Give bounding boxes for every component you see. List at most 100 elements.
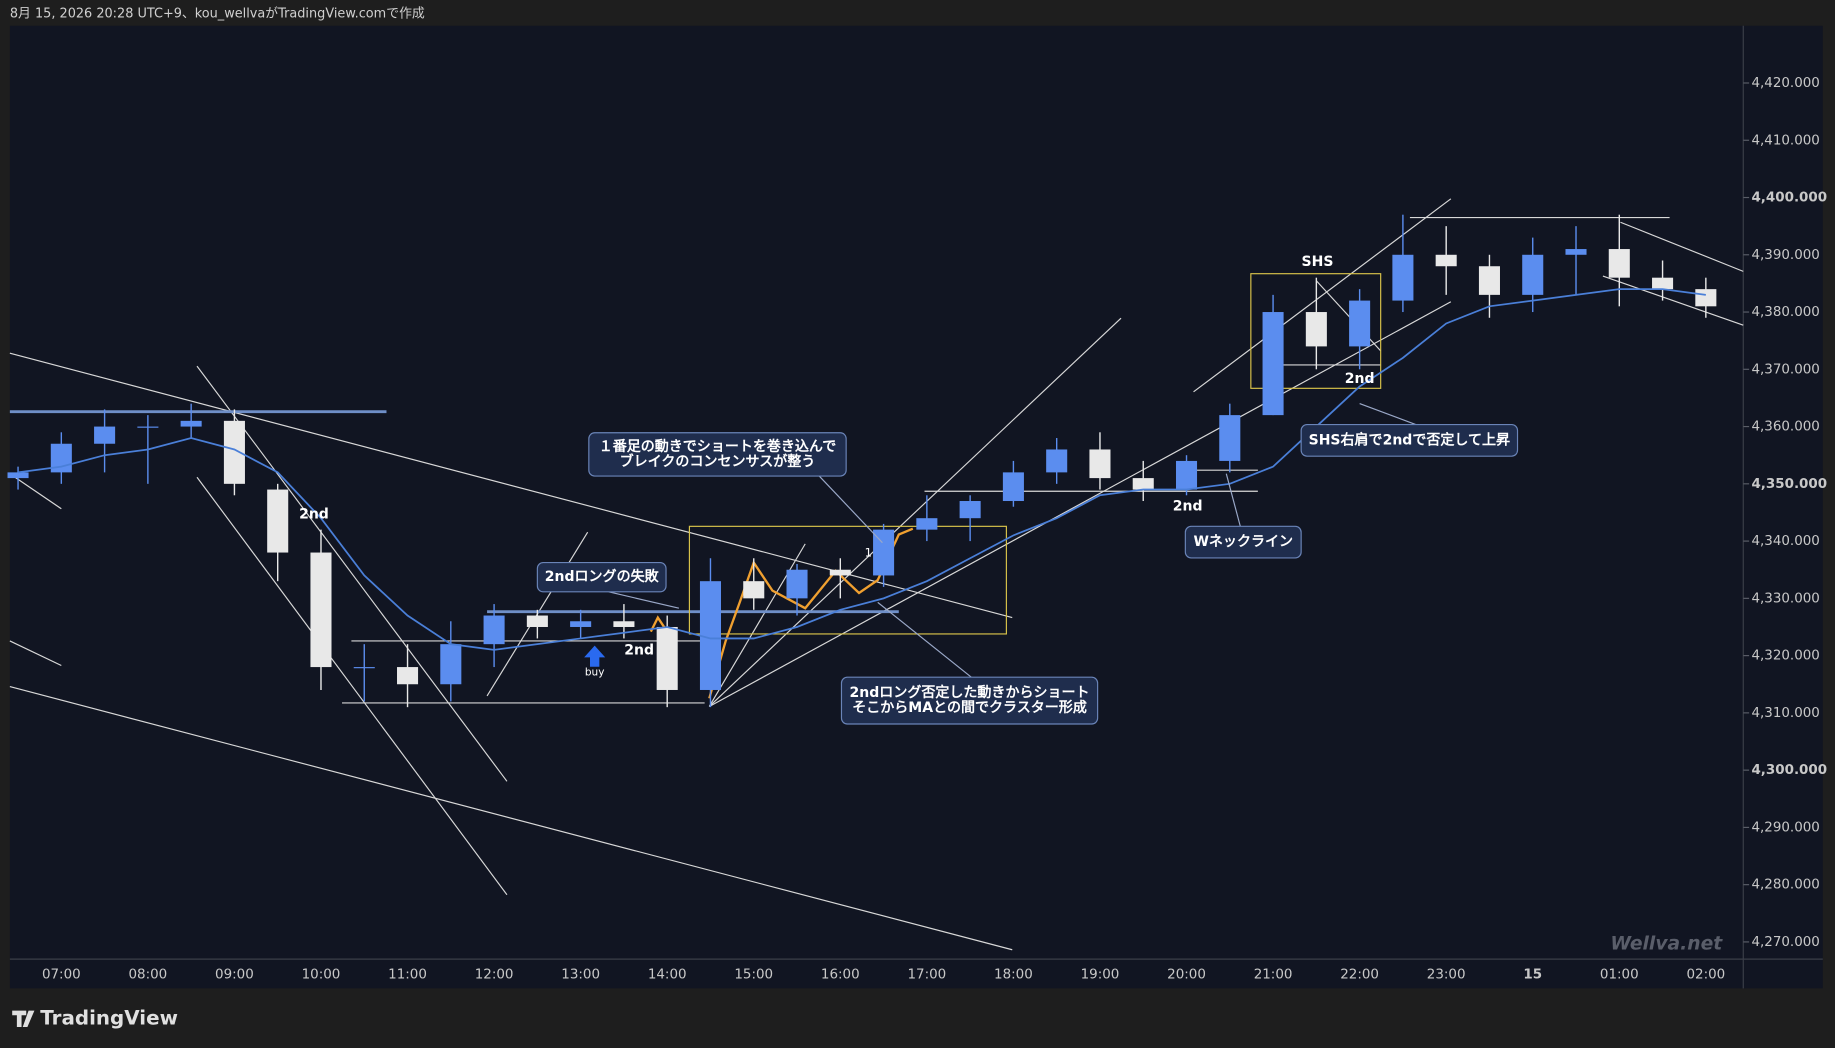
candle-body <box>440 644 462 685</box>
x-tick-label: 11:00 <box>388 967 427 982</box>
candles <box>7 214 1717 708</box>
logo <box>12 1010 35 1027</box>
candle-body <box>180 420 202 427</box>
candle-body <box>1002 472 1024 502</box>
watermark: Wellva.net <box>1610 933 1723 954</box>
candle-body <box>223 420 245 484</box>
y-tick-label: 4,270.000 <box>1751 935 1819 950</box>
x-tick-label: 13:00 <box>561 967 600 982</box>
x-tick-label: 18:00 <box>994 967 1033 982</box>
chart-label: SHS <box>1302 254 1334 270</box>
y-tick-label: 4,350.000 <box>1751 477 1827 492</box>
callout-box <box>840 676 1099 725</box>
candle-body <box>310 552 332 668</box>
candle-body <box>1132 478 1154 490</box>
candle-body <box>1349 300 1371 347</box>
candle-body <box>1175 460 1198 490</box>
callout-text: Wネックライン <box>1193 534 1293 550</box>
x-tick-label: 09:00 <box>215 967 254 982</box>
y-tick-label: 4,280.000 <box>1751 878 1819 893</box>
candle-body <box>137 426 159 428</box>
candle-body <box>397 667 419 685</box>
y-tick-label: 4,420.000 <box>1751 76 1819 91</box>
y-tick-label: 4,310.000 <box>1751 706 1819 721</box>
x-tick-label: 20:00 <box>1167 967 1206 982</box>
y-tick-label: 4,360.000 <box>1751 420 1819 435</box>
candle-body <box>1046 449 1068 473</box>
y-tick-label: 4,330.000 <box>1751 591 1819 606</box>
candle-body <box>916 518 938 530</box>
candle-body <box>1262 312 1284 416</box>
x-tick-label: 16:00 <box>821 967 860 982</box>
chart-label: 1 <box>865 546 872 560</box>
x-tick-label: 17:00 <box>907 967 946 982</box>
x-tick-label: 01:00 <box>1600 967 1639 982</box>
candle-body <box>613 621 635 627</box>
buy-arrow <box>584 645 606 667</box>
x-tick-label: 14:00 <box>648 967 687 982</box>
callout-text: そこからMAとの間でクラスター形成 <box>852 699 1087 716</box>
candle-body <box>699 581 721 690</box>
boxes <box>688 273 1382 635</box>
x-tick-label: 10:00 <box>302 967 341 982</box>
callout-text: ブレイクのコンセンサスが整う <box>620 453 816 470</box>
y-tick-label: 4,380.000 <box>1751 305 1819 320</box>
callout-box <box>536 562 667 593</box>
x-tick-label: 15:00 <box>734 967 773 982</box>
candle-body <box>1089 449 1111 479</box>
chart-label: 2nd <box>299 507 329 523</box>
callout-box <box>1300 423 1519 457</box>
callout-text: 2ndロング否定した動きからショート <box>850 684 1090 701</box>
candle-body <box>7 472 29 479</box>
footer: TradingView <box>12 1006 178 1029</box>
callout-box <box>1184 525 1302 559</box>
y-tick-label: 4,400.000 <box>1751 191 1827 206</box>
callout-text: SHS右肩で2ndで否定して上昇 <box>1309 431 1510 448</box>
chart-label: 2nd <box>1345 371 1375 387</box>
x-tick-label: 02:00 <box>1686 967 1725 982</box>
candle-body <box>1392 254 1414 301</box>
chart-label: buy <box>585 667 605 679</box>
x-tick-label: 15 <box>1523 967 1542 982</box>
candle-body <box>483 615 505 645</box>
x-tick-label: 08:00 <box>129 967 168 982</box>
callout-box <box>588 432 847 477</box>
y-tick-label: 4,370.000 <box>1751 362 1819 377</box>
y-tick-label: 4,320.000 <box>1751 649 1819 664</box>
candle-body <box>786 569 808 599</box>
chart-label: 2nd <box>1173 498 1203 514</box>
candle-body <box>1695 289 1717 307</box>
candle-body <box>1435 254 1457 267</box>
callout-text: １番足の動きでショートを巻き込んで <box>599 438 837 455</box>
y-tick-label: 4,410.000 <box>1751 133 1819 148</box>
y-tick-label: 4,290.000 <box>1751 820 1819 835</box>
blue-levels <box>9 410 899 614</box>
candle-body <box>1608 249 1630 278</box>
candle-body <box>526 615 548 627</box>
candle-body <box>94 426 116 444</box>
candle-body <box>829 569 851 576</box>
candle-body <box>1565 249 1587 255</box>
brand: TradingView <box>40 1006 178 1029</box>
candle-body <box>1305 312 1327 347</box>
x-tick-label: 19:00 <box>1081 967 1120 982</box>
chart-label: 2nd <box>624 642 654 658</box>
candle-body <box>1652 277 1674 290</box>
x-tick-label: 21:00 <box>1254 967 1293 982</box>
candle-body <box>570 621 592 627</box>
x-tick-label: 12:00 <box>475 967 514 982</box>
candle-body <box>656 626 678 690</box>
candle-body <box>267 489 289 553</box>
header-title: 8月 15, 2026 20:28 UTC+9、kou_wellvaがTradi… <box>10 7 425 22</box>
callout-pointers <box>608 402 1416 678</box>
y-tick-label: 4,300.000 <box>1751 763 1827 778</box>
x-tick-label: 07:00 <box>42 967 81 982</box>
candle-body <box>1478 266 1500 295</box>
x-tick-label: 22:00 <box>1340 967 1379 982</box>
candle-body <box>743 581 765 599</box>
y-tick-label: 4,390.000 <box>1751 248 1819 263</box>
y-tick-label: 4,340.000 <box>1751 534 1819 549</box>
candle-body <box>1522 254 1544 295</box>
